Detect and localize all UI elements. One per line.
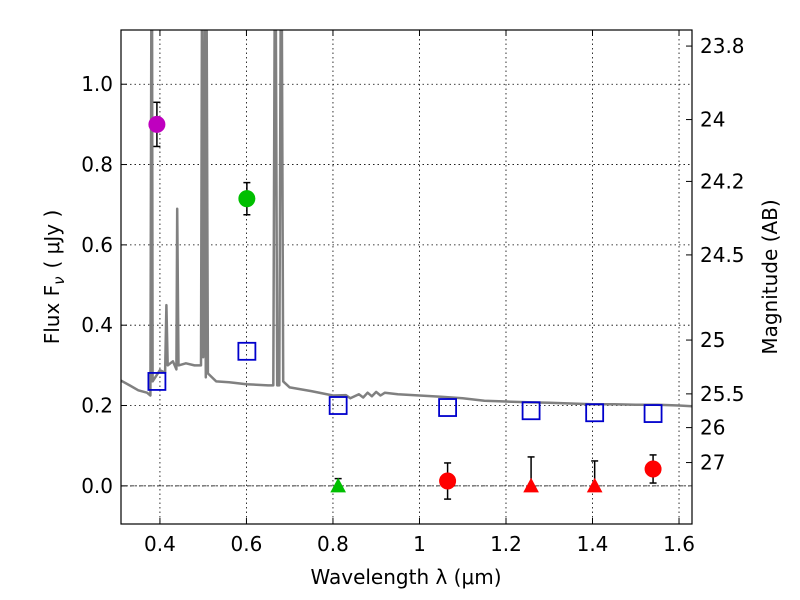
mag-tick-label: 25.5 — [700, 382, 745, 406]
model-spectrum-line — [121, 30, 692, 408]
grid-layer — [121, 30, 692, 524]
upper-limit-triangle — [330, 477, 346, 493]
x-tick-label: 1.2 — [490, 532, 522, 556]
plot-area — [121, 30, 692, 500]
x-tick-label: 0.4 — [144, 532, 176, 556]
y-axis-label-unit: ( μJy ) — [40, 210, 64, 269]
model-photometry-square — [237, 341, 257, 361]
y-tick-label: 0.8 — [81, 153, 113, 177]
mag-tick-label: 23.8 — [700, 34, 745, 58]
y2-axis-label: Magnitude (AB) — [758, 199, 782, 354]
y-tick-label: 0.4 — [81, 313, 113, 337]
y-tick-label: 0.0 — [81, 474, 113, 498]
upper-limit-triangle — [586, 477, 603, 493]
x-tick-label: 1 — [413, 532, 426, 556]
axis-ticks: 0.4 0.6 0.8 1 1.2 1.4 1.6 0.0 0.2 0.4 0.6 0.8 1.0 23.… — [81, 30, 745, 556]
mag-tick-label: 24.5 — [700, 243, 745, 267]
model-photometry-square — [585, 403, 605, 423]
x-tick-label: 1.4 — [577, 532, 609, 556]
model-photometry-square — [521, 401, 541, 421]
mag-tick-label: 24.2 — [700, 169, 745, 193]
detection-point — [238, 190, 256, 208]
x-tick-label: 1.6 — [663, 532, 695, 556]
y-tick-label: 0.2 — [81, 394, 113, 418]
y-axis-label-sub: ν — [50, 276, 68, 284]
model-photometry-square — [328, 396, 348, 415]
y-tick-label: 1.0 — [81, 72, 113, 96]
detection-point — [148, 115, 166, 133]
upper-limit-triangle — [523, 477, 539, 493]
detection-point — [439, 472, 457, 490]
y-axis-label: Flux Fν ( μJy ) — [40, 210, 68, 345]
x-tick-label: 0.6 — [231, 532, 263, 556]
model-photometry-square — [438, 398, 457, 417]
x-axis-label: Wavelength λ (μm) — [310, 565, 501, 589]
plot-frame — [120, 29, 693, 525]
model-photometry-square — [643, 404, 663, 423]
mag-tick-label: 27 — [700, 451, 725, 475]
y-axis-label-main: Flux F — [40, 285, 64, 344]
mag-tick-label: 26 — [700, 416, 725, 440]
y-tick-label: 0.6 — [81, 233, 113, 257]
mag-tick-label: 24 — [700, 108, 725, 132]
mag-tick-label: 25 — [700, 328, 725, 352]
model-photometry-square — [147, 372, 167, 391]
detection-point — [644, 460, 662, 478]
x-tick-label: 0.8 — [317, 532, 349, 556]
